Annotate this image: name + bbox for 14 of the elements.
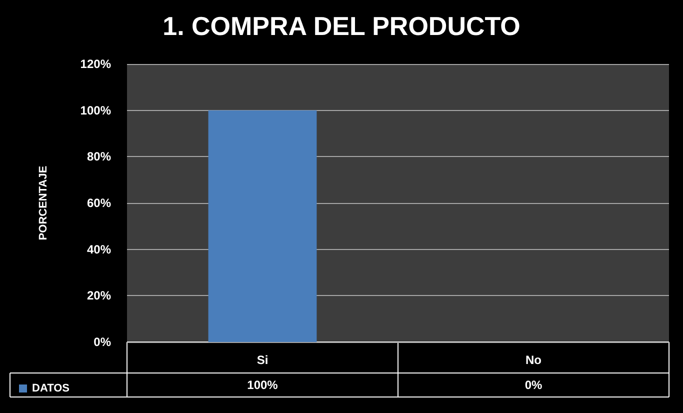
y-tick-label: 80% — [86, 150, 112, 164]
x-tick-label: No — [526, 353, 542, 367]
y-tick-label: 40% — [86, 242, 112, 256]
data-label: 0% — [524, 378, 542, 392]
y-tick-label: 20% — [86, 288, 112, 303]
y-tick-label: 0% — [94, 335, 112, 349]
x-tick-label: Si — [256, 353, 268, 367]
y-tick-label: 120% — [80, 57, 112, 71]
y-axis-title: PORCENTAJE — [38, 166, 50, 240]
y-tick-label: 100% — [80, 103, 112, 118]
legend-label: DATOS — [32, 382, 70, 394]
data-label: 100% — [247, 378, 278, 392]
y-tick-label: 60% — [86, 196, 112, 210]
chart-title: 1. COMPRA DEL PRODUCTO — [162, 11, 520, 41]
